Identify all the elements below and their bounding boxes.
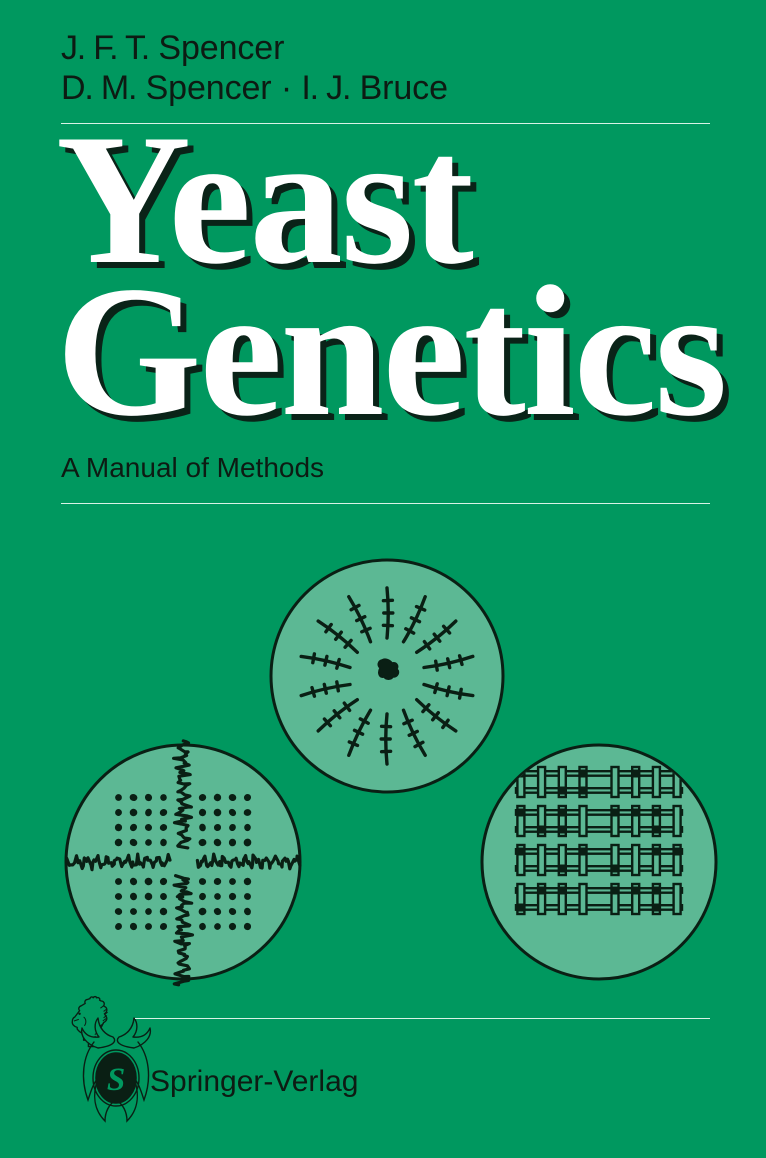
svg-text:S: S	[107, 1062, 125, 1098]
